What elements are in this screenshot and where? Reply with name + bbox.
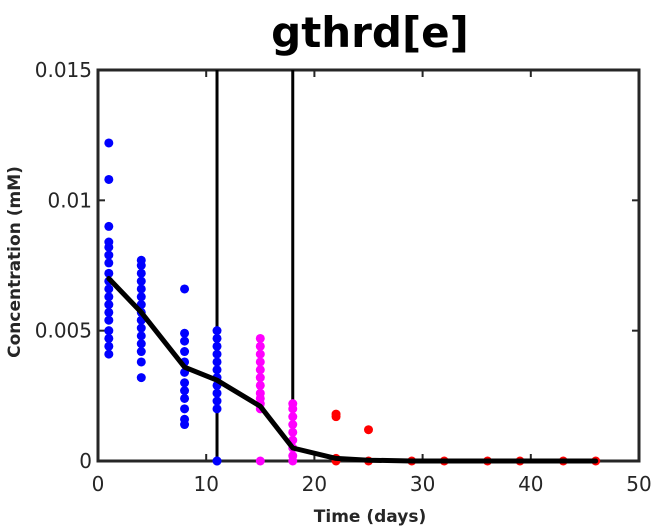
scatter-point bbox=[180, 347, 190, 357]
scatter-point bbox=[104, 284, 114, 294]
scatter-point bbox=[136, 323, 146, 333]
scatter-point bbox=[212, 357, 222, 367]
scatter-point bbox=[180, 328, 190, 338]
scatter-point bbox=[212, 456, 222, 466]
x-tick-label: 20 bbox=[302, 472, 327, 496]
scatter-point bbox=[212, 333, 222, 343]
x-tick-label: 40 bbox=[518, 472, 543, 496]
scatter-point bbox=[288, 404, 298, 414]
scatter-point bbox=[331, 412, 341, 422]
scatter-point bbox=[288, 427, 298, 437]
scatter-point bbox=[180, 336, 190, 346]
scatter-point bbox=[104, 292, 114, 302]
scatter-point bbox=[104, 307, 114, 317]
scatter-point bbox=[136, 339, 146, 349]
scatter-point bbox=[255, 373, 265, 383]
y-tick-labels: 0 0.005 0.01 0.015 bbox=[35, 58, 92, 473]
scatter-point bbox=[212, 388, 222, 398]
scatter-point bbox=[255, 357, 265, 367]
scatter-point bbox=[180, 404, 190, 414]
scatter-point bbox=[212, 396, 222, 406]
axis-ticks bbox=[97, 69, 640, 462]
x-tick-label: 10 bbox=[193, 472, 218, 496]
scatter-point bbox=[104, 300, 114, 310]
scatter-point bbox=[288, 420, 298, 430]
data-points bbox=[104, 138, 601, 466]
scatter-point bbox=[255, 333, 265, 343]
y-tick-label: 0.015 bbox=[35, 58, 92, 82]
scatter-point bbox=[136, 284, 146, 294]
scatter-point bbox=[180, 284, 190, 294]
mean-line bbox=[106, 276, 599, 464]
x-axis-title: Time (days) bbox=[314, 507, 426, 527]
scatter-point bbox=[104, 326, 114, 336]
scatter-point bbox=[212, 349, 222, 359]
scatter-point bbox=[255, 380, 265, 390]
scatter-point bbox=[104, 138, 114, 148]
mean-trend-line bbox=[106, 276, 599, 464]
plot-frame bbox=[96, 68, 641, 463]
scatter-point bbox=[104, 250, 114, 260]
x-tick-labels: 0 10 20 30 40 50 bbox=[92, 472, 652, 496]
scatter-point bbox=[136, 357, 146, 367]
scatter-point bbox=[136, 292, 146, 302]
x-tick-label: 30 bbox=[410, 472, 435, 496]
scatter-point bbox=[288, 456, 298, 466]
scatter-point bbox=[136, 331, 146, 341]
y-tick-label: 0 bbox=[79, 449, 92, 473]
scatter-point bbox=[136, 268, 146, 278]
x-tick-label: 50 bbox=[626, 472, 651, 496]
scatter-point bbox=[104, 174, 114, 184]
scatter-point bbox=[136, 261, 146, 270]
scatter-point bbox=[180, 386, 190, 396]
scatter-point bbox=[255, 365, 265, 375]
scatter-point bbox=[104, 333, 114, 343]
scatter-point bbox=[104, 268, 114, 278]
plot-area bbox=[96, 68, 641, 466]
scatter-point bbox=[255, 341, 265, 351]
scatter-point bbox=[104, 315, 114, 325]
scatter-point bbox=[212, 404, 222, 414]
y-tick-label: 0.01 bbox=[47, 188, 92, 212]
chart-title: gthrd[e] bbox=[271, 8, 469, 57]
scatter-point bbox=[104, 221, 114, 231]
scatter-point bbox=[180, 393, 190, 403]
scatter-point bbox=[104, 258, 114, 268]
scatter-point bbox=[180, 378, 190, 388]
scatter-point bbox=[136, 373, 146, 383]
y-tick-label: 0.005 bbox=[35, 319, 92, 343]
scatter-point bbox=[364, 425, 373, 435]
scatter-point bbox=[288, 412, 298, 422]
x-tick-label: 0 bbox=[92, 472, 105, 496]
scatter-point bbox=[180, 420, 190, 430]
scatter-point bbox=[136, 276, 146, 286]
scatter-point bbox=[136, 347, 146, 357]
scatter-point bbox=[212, 326, 222, 336]
y-axis-title: Concentration (mM) bbox=[5, 166, 25, 358]
scatter-point bbox=[212, 341, 222, 351]
scatter-point bbox=[212, 365, 222, 375]
scatter-point bbox=[104, 242, 114, 252]
scatter-point bbox=[255, 349, 265, 359]
scatter-point bbox=[255, 456, 265, 466]
scatter-point bbox=[104, 341, 114, 351]
scatter-point bbox=[104, 349, 114, 359]
